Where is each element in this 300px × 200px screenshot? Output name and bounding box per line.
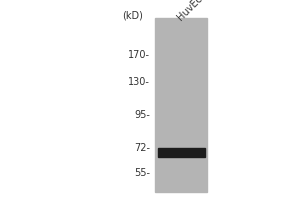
Text: 170-: 170- [128, 50, 150, 60]
Text: 95-: 95- [134, 110, 150, 120]
Text: 130-: 130- [128, 77, 150, 87]
Bar [158, 148, 205, 157]
Text: (kD): (kD) [122, 10, 143, 20]
Text: 55-: 55- [134, 168, 150, 178]
Bar [155, 18, 207, 192]
Text: 72-: 72- [134, 143, 150, 153]
Text: HuvEc: HuvEc [175, 0, 204, 22]
